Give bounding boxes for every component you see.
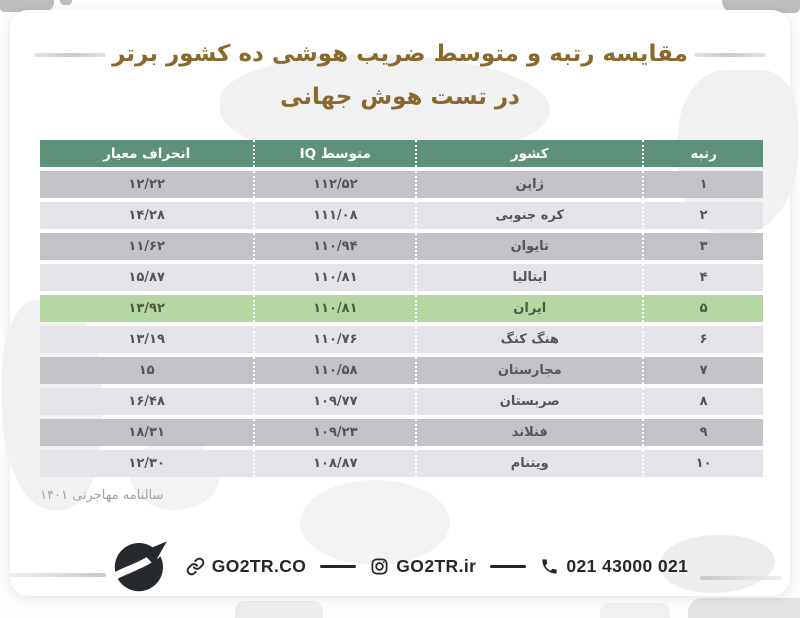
phone-item[interactable]: 021 43000 021 [540,556,688,577]
cell-iq: ۱۱۰/۹۴ [253,233,416,260]
cell-country: ژاپن [415,171,643,198]
footer-divider [320,564,357,568]
cell-sd: ۱۳/۹۲ [40,295,254,322]
cell-rank: ۷ [642,357,763,384]
table-row: ۳ تایوان ۱۱۰/۹۴ ۱۱/۶۲ [40,233,763,260]
worldmap-fragment [0,0,54,12]
worldmap-fragment [722,0,800,13]
table-row: ۶ هنگ کنگ ۱۱۰/۷۶ ۱۳/۱۹ [40,326,763,353]
worldmap-fragment [688,598,800,618]
cell-sd: ۱۶/۴۸ [40,388,254,415]
table-row: ۴ ایتالیا ۱۱۰/۸۱ ۱۵/۸۷ [40,264,763,291]
cell-rank: ۱ [642,171,763,198]
cell-country: کره جنوبی [415,202,643,229]
cell-rank: ۵ [642,295,763,322]
cell-country: فنلاند [415,419,643,446]
cell-iq: ۱۱۰/۸۱ [253,264,416,291]
cell-country: ایتالیا [415,264,643,291]
cell-sd: ۱۸/۳۱ [40,419,254,446]
worldmap-fragment [600,603,670,618]
cell-sd: ۱۲/۲۲ [40,171,254,198]
cell-country: مجارستان [415,357,643,384]
phone-number: 021 43000 021 [566,555,689,576]
cell-rank: ۲ [642,202,763,229]
cell-sd: ۱۵ [40,357,254,384]
cell-iq: ۱۱۲/۵۲ [253,171,416,198]
footer-bar: GO2TR.CO GO2TR.ir 021 4300 [10,534,790,598]
cell-iq: ۱۰۹/۷۷ [253,388,416,415]
cell-country: ویتنام [415,450,643,477]
cell-iq: ۱۰۸/۸۷ [253,450,416,477]
cell-sd: ۱۱/۶۲ [40,233,254,260]
title-dash-left [34,53,106,57]
page-title-line2: در تست هوش جهانی [280,84,520,110]
cell-rank: ۴ [642,264,763,291]
website-label: GO2TR.CO [211,555,307,576]
cell-rank: ۹ [642,419,763,446]
table-row: ۵ ایران ۱۱۰/۸۱ ۱۳/۹۲ [40,295,763,322]
cell-sd: ۱۲/۳۰ [40,450,254,477]
iq-table: رتبه کشور متوسط IQ انحراف معیار ۱ ژاپن ۱۱۲… [40,140,763,481]
cell-country: صربستان [415,388,643,415]
table-row: ۸ صربستان ۱۰۹/۷۷ ۱۶/۴۸ [40,388,763,415]
table-row: ۹ فنلاند ۱۰۹/۲۳ ۱۸/۳۱ [40,419,763,446]
worldmap-fragment [60,0,72,5]
footer-end-line-right [700,576,782,580]
cell-iq: ۱۱۰/۸۱ [253,295,416,322]
worldmap-watermark [660,535,775,593]
table-row: ۱ ژاپن ۱۱۲/۵۲ ۱۲/۲۲ [40,171,763,198]
header-sd: انحراف معیار [40,140,254,167]
instagram-icon [371,558,388,574]
link-icon [186,557,204,575]
cell-rank: ۶ [642,326,763,353]
cell-iq: ۱۰۹/۲۳ [253,419,416,446]
cell-iq: ۱۱۰/۵۸ [253,357,416,384]
table-header-row: رتبه کشور متوسط IQ انحراف معیار [40,140,763,167]
cell-sd: ۱۳/۱۹ [40,326,254,353]
source-note: سالنامه مهاجرتی ۱۴۰۱ [40,488,164,503]
table-row: ۱۰ ویتنام ۱۰۸/۸۷ ۱۲/۳۰ [40,450,763,477]
cell-sd: ۱۴/۲۸ [40,202,254,229]
worldmap-watermark [300,480,450,565]
cell-rank: ۱۰ [642,450,763,477]
phone-icon [542,558,557,574]
instagram-item[interactable]: GO2TR.ir [370,556,476,577]
instagram-label: GO2TR.ir [396,555,477,576]
cell-sd: ۱۵/۸۷ [40,264,254,291]
table-row: ۷ مجارستان ۱۱۰/۵۸ ۱۵ [40,357,763,384]
cell-rank: ۸ [642,388,763,415]
website-item[interactable]: GO2TR.CO [186,556,307,577]
cell-country: تایوان [415,233,643,260]
cell-country: هنگ کنگ [415,326,643,353]
header-iq: متوسط IQ [253,140,416,167]
footer-divider [490,564,527,568]
cell-country: ایران [415,295,643,322]
table-row: ۲ کره جنوبی ۱۱۱/۰۸ ۱۴/۲۸ [40,202,763,229]
cell-iq: ۱۱۰/۷۶ [253,326,416,353]
go2tr-logo [111,541,168,592]
worldmap-fragment [235,601,323,618]
cell-rank: ۳ [642,233,763,260]
title-dash-right [694,53,766,57]
footer-end-line-left [10,573,106,577]
header-rank: رتبه [642,140,763,167]
cell-iq: ۱۱۱/۰۸ [253,202,416,229]
infographic-card: مقایسه رتبه و متوسط ضریب هوشی ده کشور بر… [2,10,798,598]
iq-table-body: ۱ ژاپن ۱۱۲/۵۲ ۱۲/۲۲ ۲ کره جنوبی ۱۱۱/۰۸ ۱۴/۲۸ ۳ تا… [40,171,763,477]
page-title-line1: مقایسه رتبه و متوسط ضریب هوشی ده کشور بر… [112,41,688,67]
header-country: کشور [415,140,643,167]
